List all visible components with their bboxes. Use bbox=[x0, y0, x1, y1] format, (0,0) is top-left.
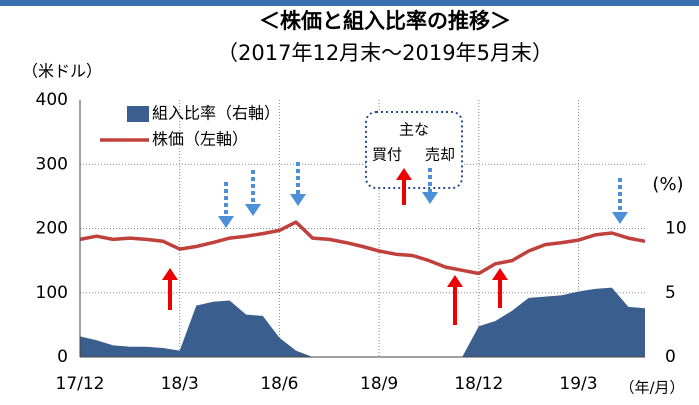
y-tick-label: 0 bbox=[57, 347, 68, 367]
sell-arrow-head bbox=[218, 216, 234, 228]
line bbox=[79, 220, 646, 276]
buy-arrow-head bbox=[447, 275, 463, 287]
annotation-sell: 売却 bbox=[425, 146, 455, 164]
y-tick-label: 100 bbox=[36, 283, 68, 303]
plot bbox=[79, 100, 646, 358]
y2-axis-label: (%) bbox=[652, 174, 683, 195]
annotation-box bbox=[365, 111, 463, 189]
x-tick-label: 18/9 bbox=[360, 374, 398, 394]
buy-arrow-head bbox=[396, 168, 412, 180]
chart-title: ＜株価と組入比率の推移＞ bbox=[259, 9, 511, 33]
x-tick-label: 18/12 bbox=[454, 374, 503, 394]
x-tick-label: 18/6 bbox=[260, 374, 298, 394]
y2-tick-label: 10 bbox=[665, 219, 687, 239]
y2-tick-label: 5 bbox=[665, 283, 676, 303]
annotation-buy: 買付 bbox=[372, 146, 402, 164]
y-tick-label: 200 bbox=[36, 219, 68, 239]
y2-tick-label: 0 bbox=[665, 347, 676, 367]
sell-arrow-head bbox=[612, 212, 628, 224]
sell-arrow-head bbox=[245, 204, 261, 216]
y-axis-label: （米ドル） bbox=[22, 62, 102, 81]
x-axis-label: （年/月） bbox=[619, 379, 684, 397]
y-tick-label: 400 bbox=[36, 90, 68, 110]
legend: 組入比率（右軸） 株価（左軸） bbox=[100, 104, 280, 149]
sell-arrow-head bbox=[290, 194, 306, 206]
x-tick-label: 17/12 bbox=[56, 374, 105, 394]
legend-label: 組入比率（右軸） bbox=[152, 104, 280, 123]
x-tick-label: 18/3 bbox=[161, 374, 199, 394]
y-tick-label: 300 bbox=[36, 154, 68, 174]
buy-arrow-head bbox=[492, 268, 508, 280]
x-tick-label: 19/3 bbox=[559, 374, 597, 394]
annotations: 主な 買付 売却 bbox=[162, 111, 628, 325]
chart-subtitle: （2017年12月末～2019年5月末） bbox=[217, 41, 553, 65]
legend-swatch bbox=[127, 106, 149, 122]
sell-arrow-head bbox=[422, 192, 438, 204]
annotation-title: 主な bbox=[399, 121, 429, 139]
area bbox=[80, 287, 645, 357]
header-bar bbox=[0, 0, 699, 6]
buy-arrow-head bbox=[162, 268, 178, 280]
legend-label: 株価（左軸） bbox=[152, 130, 248, 149]
